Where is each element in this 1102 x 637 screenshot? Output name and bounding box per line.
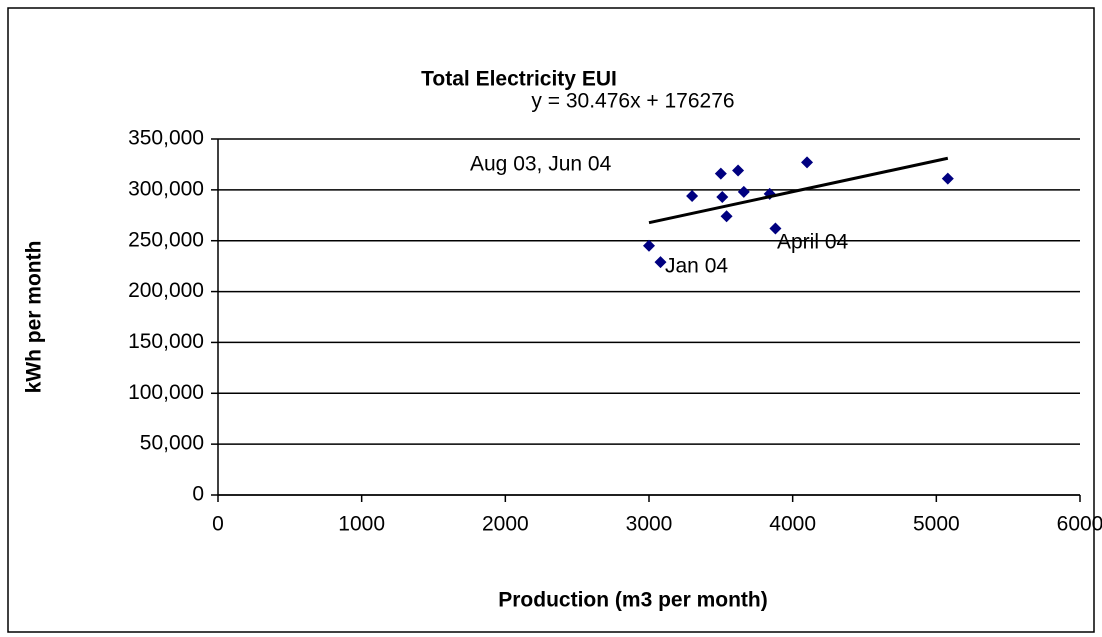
data-point [643, 239, 655, 252]
y-tick-label: 100,000 [128, 381, 204, 404]
data-point [769, 222, 782, 235]
x-tick-label: 5000 [913, 513, 960, 536]
x-tick-label: 1000 [338, 513, 385, 536]
y-tick-label: 250,000 [128, 228, 204, 251]
annotation: Aug 03, Jun 04 [470, 153, 612, 176]
data-point [686, 189, 699, 202]
data-point [714, 167, 727, 180]
y-tick-label: 300,000 [128, 177, 204, 200]
x-tick-label: 3000 [626, 513, 673, 536]
data-point [941, 172, 954, 185]
y-tick-label: 200,000 [128, 279, 204, 302]
data-point [732, 164, 745, 177]
y-tick-label: 50,000 [140, 432, 204, 455]
data-point [716, 190, 729, 203]
trendline-equation: y = 30.476x + 176276 [531, 90, 734, 113]
y-tick-label: 150,000 [128, 330, 204, 353]
data-point [720, 210, 733, 223]
data-point [737, 185, 750, 198]
x-tick-label: 0 [212, 513, 224, 536]
y-axis-label: kWh per month [23, 241, 46, 394]
data-point [801, 156, 814, 169]
y-tick-label: 350,000 [128, 127, 204, 150]
annotation: April 04 [777, 231, 849, 254]
chart-title: Total Electricity EUI [421, 68, 617, 91]
y-tick-label: 0 [192, 483, 204, 506]
annotation: Jan 04 [665, 255, 728, 278]
chart-frame [7, 7, 1095, 633]
trendline [648, 156, 949, 225]
x-tick-label: 4000 [769, 513, 816, 536]
x-tick-label: 6000 [1057, 513, 1102, 536]
x-axis-label: Production (m3 per month) [498, 589, 768, 612]
x-tick-label: 2000 [482, 513, 529, 536]
data-point [654, 256, 667, 269]
